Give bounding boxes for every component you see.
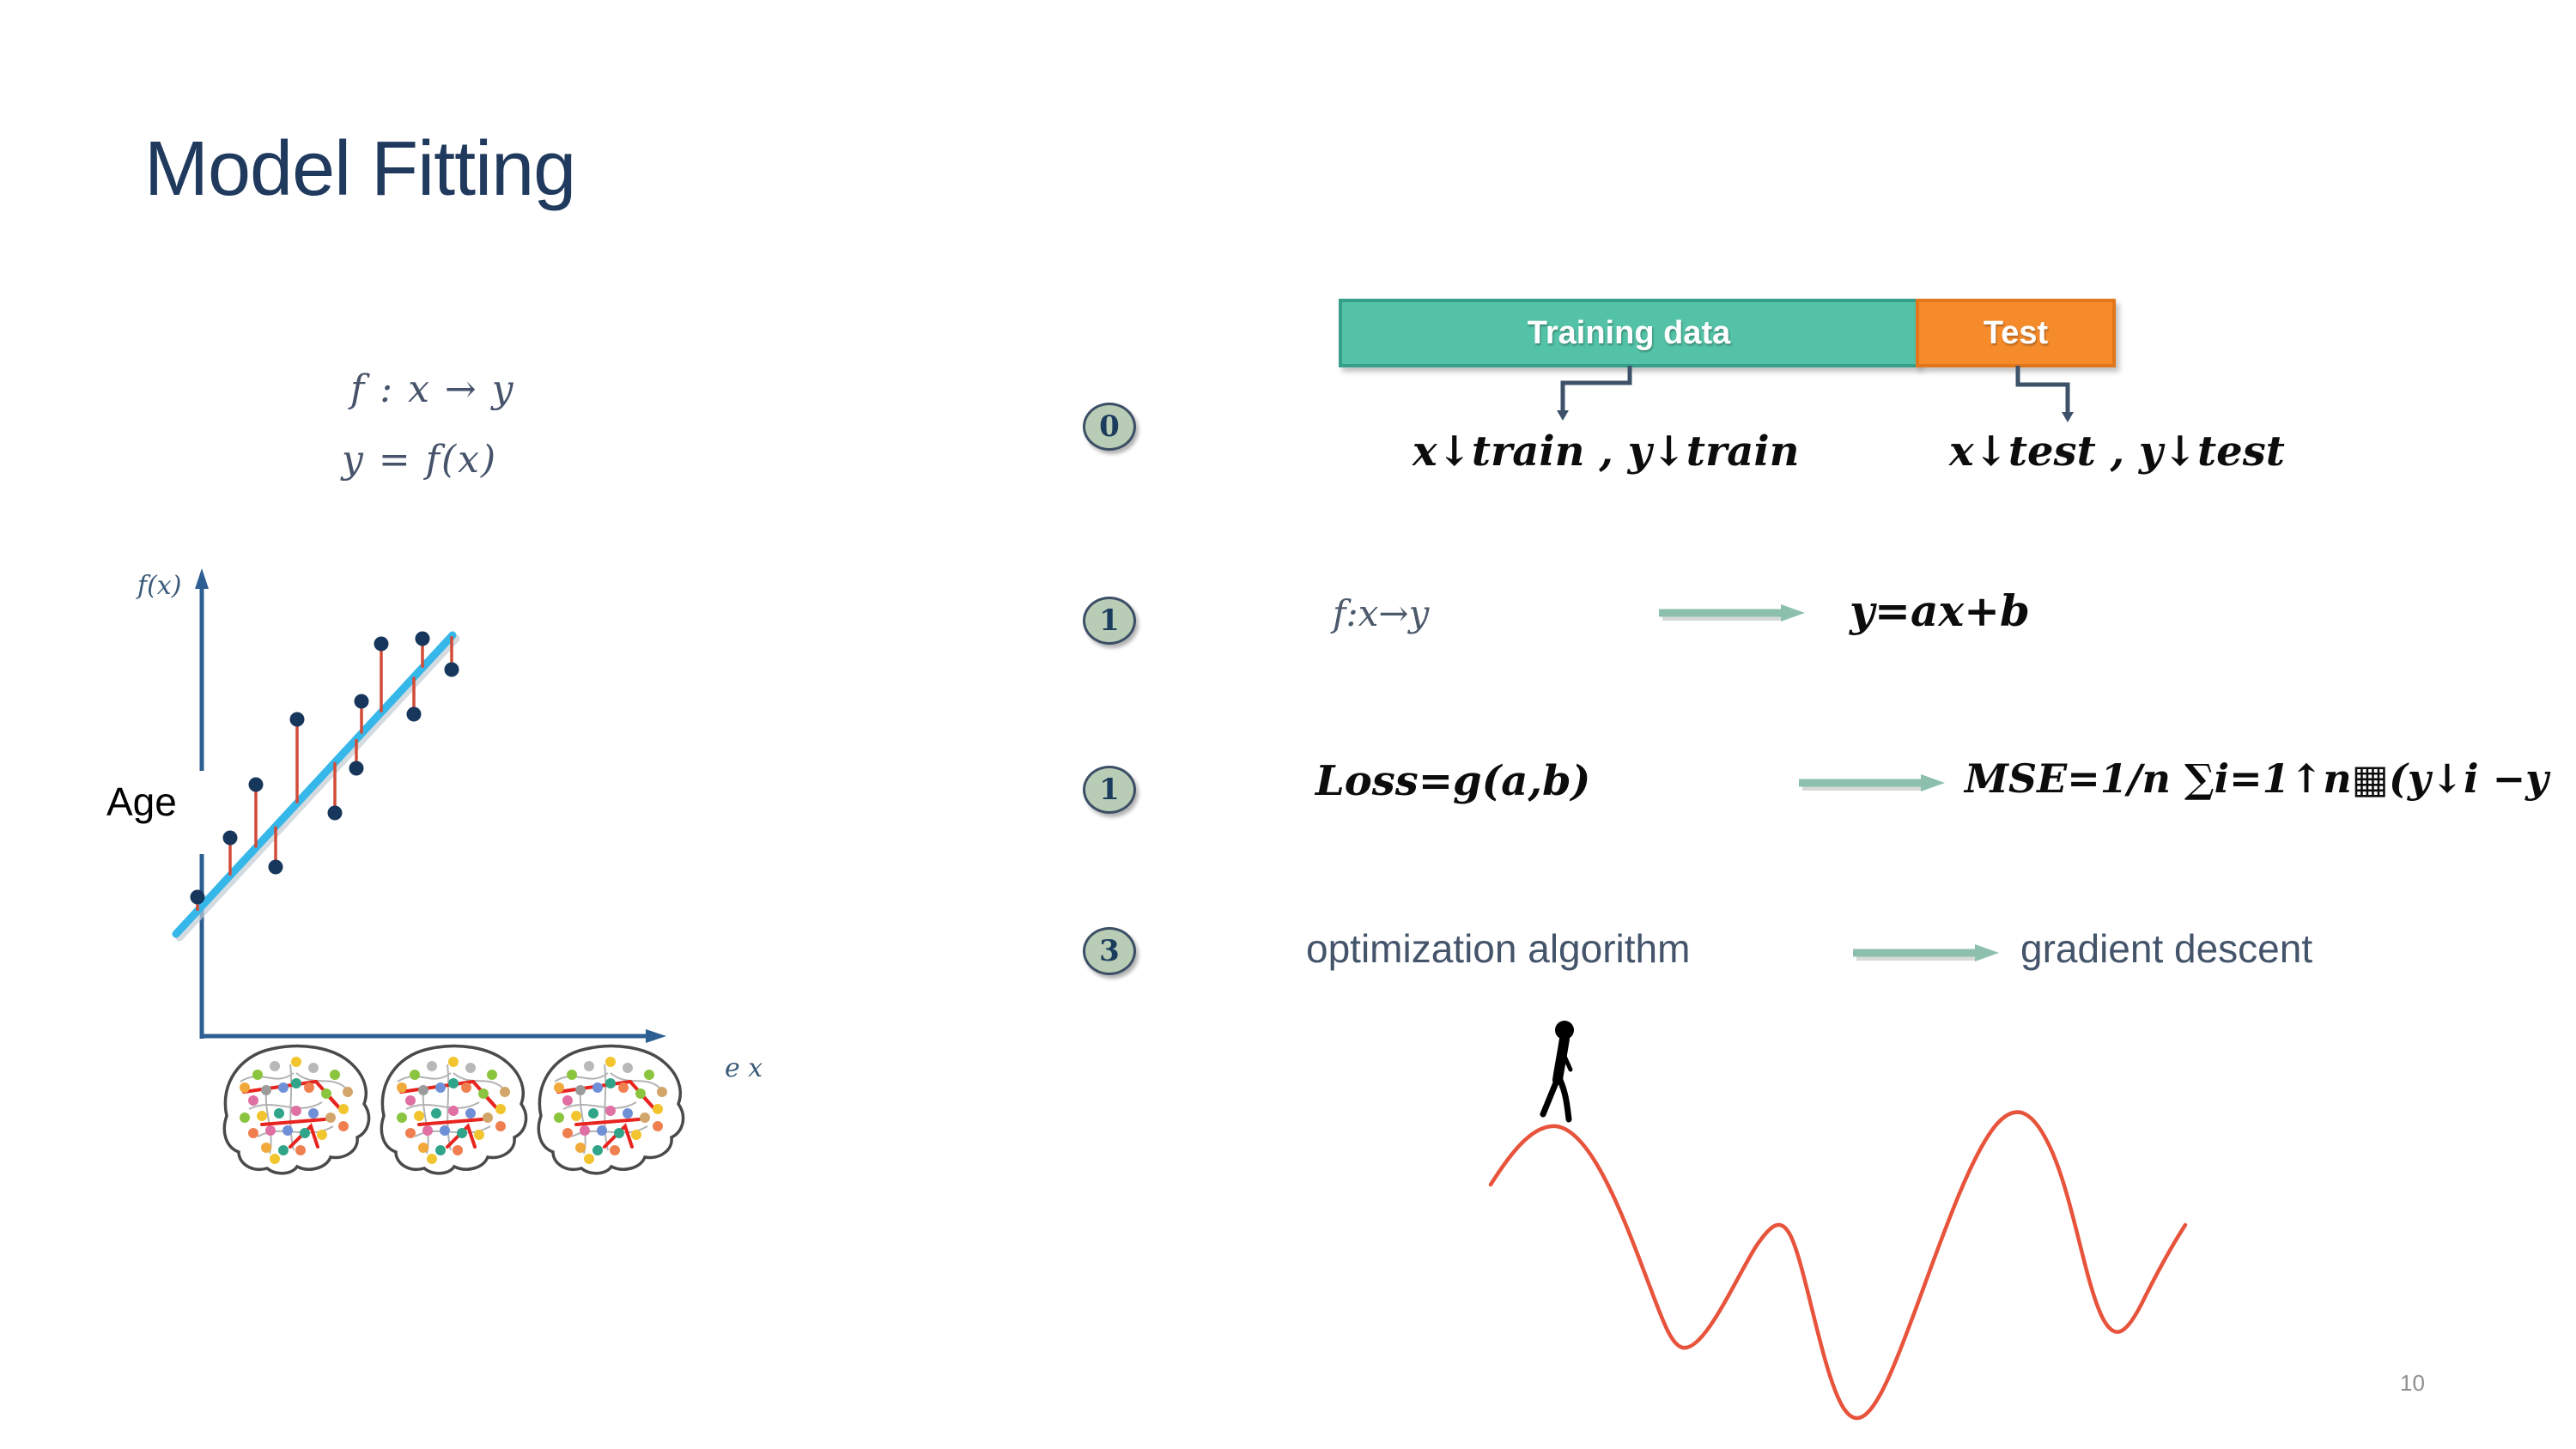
arrow-right-icon <box>1799 774 1945 791</box>
test-segment: Test <box>1916 299 2116 367</box>
brain-icon <box>537 1044 685 1175</box>
data-point <box>222 830 238 846</box>
test-bracket-icon <box>2015 366 2074 422</box>
step-badge-2: 1 <box>1083 766 1136 814</box>
gradient-descent-label: gradient descent <box>2020 926 2313 971</box>
training-data-segment: Training data <box>1339 299 1919 367</box>
x-axis-label-fragment: e x <box>725 1053 762 1083</box>
loss-curve <box>1488 1110 2188 1421</box>
step-number: 1 <box>1099 603 1120 638</box>
step-number: 3 <box>1099 934 1120 968</box>
y-axis-label: f(x) <box>136 571 181 601</box>
data-point <box>248 777 264 792</box>
data-point <box>374 636 389 652</box>
age-label: Age <box>106 779 177 824</box>
loss-curve-figure <box>1488 1110 2188 1421</box>
step-number: 1 <box>1099 773 1120 807</box>
arrow-right-icon <box>1853 944 1999 961</box>
step-badge-1: 1 <box>1083 597 1136 645</box>
data-point <box>289 712 305 727</box>
page-number: 10 <box>2400 1370 2425 1396</box>
data-point <box>190 889 205 905</box>
x-axis <box>200 1029 666 1043</box>
train-bracket-icon <box>1557 366 1632 421</box>
scatter-points-layer <box>172 631 460 942</box>
fitted-line-shadow <box>175 634 460 942</box>
data-point <box>415 631 430 646</box>
walker-icon <box>1540 1021 1574 1123</box>
linear-model-formula: y=ax+b <box>1850 585 2031 636</box>
arrow-right-icon <box>1659 604 1805 621</box>
model-formula: f:x→y <box>1333 592 1430 634</box>
test-equation: x↓test , y↓test <box>1949 427 2285 476</box>
optimization-label: optimization algorithm <box>1306 926 1691 971</box>
y-axis <box>195 568 209 1039</box>
data-point <box>354 694 369 709</box>
brain-icon <box>380 1044 528 1175</box>
train-equation: x↓train , y↓train <box>1413 427 1800 476</box>
formula-f-maps-x-to-y: f : x → y <box>350 367 515 411</box>
step-number: 0 <box>1099 409 1120 444</box>
data-point <box>327 805 343 821</box>
formula-y-equals-fx: y = f(x) <box>342 438 498 482</box>
page-title: Model Fitting <box>144 126 576 212</box>
data-point <box>406 706 422 722</box>
brain-icon <box>222 1044 371 1175</box>
mse-formula: MSE=1/n ∑i=1↑n▦(y↓i −y <box>1965 755 2549 802</box>
fitted-line <box>172 631 457 938</box>
test-label: Test <box>1983 314 2049 351</box>
data-point <box>444 662 459 677</box>
step-badge-3: 3 <box>1083 927 1136 975</box>
scatter-figure: f(x) Age e x <box>106 568 762 1175</box>
data-point <box>349 761 364 776</box>
training-data-label: Training data <box>1527 314 1731 351</box>
loss-formula: Loss=g(a,b) <box>1315 757 1591 805</box>
data-point <box>268 859 283 875</box>
step-badge-0: 0 <box>1083 403 1136 451</box>
